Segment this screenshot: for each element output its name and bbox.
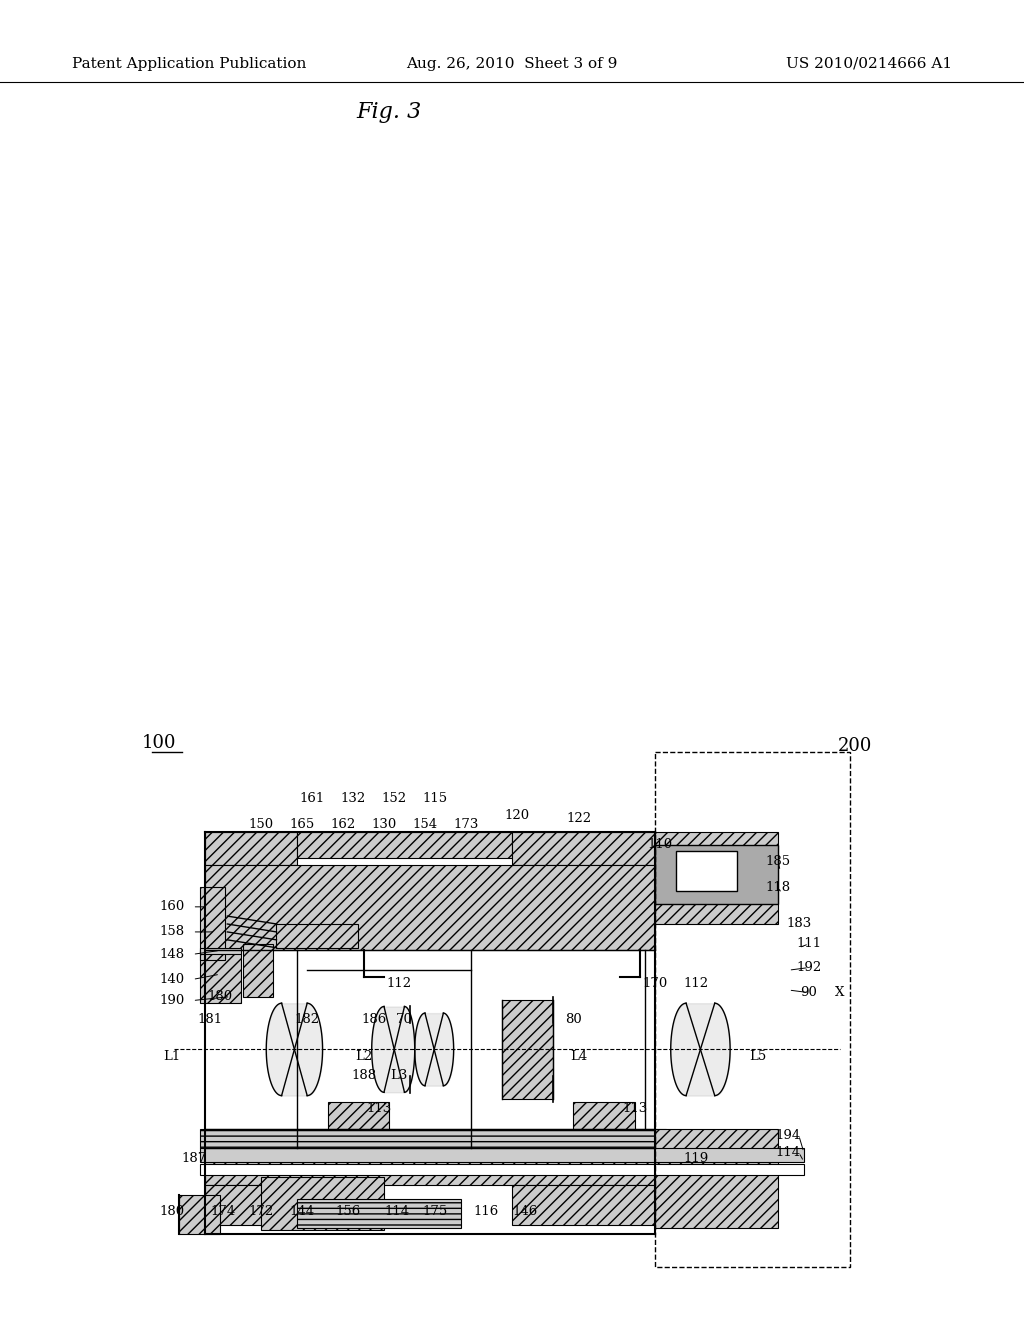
Text: 120: 120 <box>505 809 529 822</box>
Text: 175: 175 <box>423 1205 447 1218</box>
Text: 115: 115 <box>423 792 447 805</box>
Text: L1: L1 <box>164 1049 180 1063</box>
Text: 182: 182 <box>295 1012 319 1026</box>
Text: 113: 113 <box>623 1102 647 1115</box>
Text: 187: 187 <box>182 1152 207 1166</box>
Text: 158: 158 <box>160 925 184 939</box>
Text: 114: 114 <box>385 1205 410 1218</box>
Bar <box>205 832 297 865</box>
Text: L3: L3 <box>391 1069 408 1082</box>
Text: L2: L2 <box>355 1049 372 1063</box>
Text: 190: 190 <box>160 994 184 1007</box>
Text: 111: 111 <box>797 937 821 950</box>
Text: 186: 186 <box>361 1012 386 1026</box>
Text: 200: 200 <box>838 737 872 755</box>
Text: 174: 174 <box>211 1205 236 1218</box>
Text: 152: 152 <box>382 792 407 805</box>
Text: 156: 156 <box>336 1205 360 1218</box>
Text: 80: 80 <box>565 1012 582 1026</box>
Text: 118: 118 <box>766 880 791 894</box>
Bar <box>276 924 358 948</box>
Text: L5: L5 <box>750 1049 766 1063</box>
Bar <box>200 948 241 954</box>
Text: 112: 112 <box>387 977 412 990</box>
Text: 130: 130 <box>372 818 396 832</box>
Text: 180: 180 <box>208 990 232 1003</box>
Text: Aug. 26, 2010  Sheet 3 of 9: Aug. 26, 2010 Sheet 3 of 9 <box>407 57 617 71</box>
Text: 148: 148 <box>160 948 184 961</box>
Bar <box>200 1129 666 1148</box>
Bar <box>573 1102 635 1129</box>
Bar <box>512 832 655 865</box>
Bar <box>655 832 778 924</box>
Text: 112: 112 <box>684 977 709 990</box>
Text: 180: 180 <box>160 1205 184 1218</box>
Text: 173: 173 <box>454 818 478 832</box>
Text: L4: L4 <box>570 1049 587 1063</box>
Text: 110: 110 <box>648 838 673 851</box>
Text: 154: 154 <box>413 818 437 832</box>
Bar <box>297 1199 461 1228</box>
Bar <box>179 1195 220 1234</box>
Bar <box>243 944 273 997</box>
Text: 160: 160 <box>160 900 184 913</box>
Text: 122: 122 <box>566 812 591 825</box>
Text: 188: 188 <box>351 1069 376 1082</box>
Bar <box>200 887 225 960</box>
Text: 183: 183 <box>786 917 811 931</box>
Bar <box>512 1185 655 1225</box>
Text: 113: 113 <box>367 1102 391 1115</box>
Text: 172: 172 <box>249 1205 273 1218</box>
Text: 150: 150 <box>249 818 273 832</box>
Bar <box>655 1129 778 1228</box>
Bar <box>297 832 512 858</box>
Text: 185: 185 <box>766 855 791 869</box>
Bar <box>200 1148 804 1162</box>
Text: 162: 162 <box>331 818 355 832</box>
Bar <box>200 950 241 1003</box>
Text: 194: 194 <box>776 1129 801 1142</box>
Text: 114: 114 <box>776 1146 801 1159</box>
Bar <box>328 1102 389 1129</box>
Text: 181: 181 <box>198 1012 222 1026</box>
Text: 70: 70 <box>396 1012 413 1026</box>
Text: US 2010/0214666 A1: US 2010/0214666 A1 <box>786 57 952 71</box>
Text: 161: 161 <box>300 792 325 805</box>
Text: Patent Application Publication: Patent Application Publication <box>72 57 306 71</box>
Bar <box>205 1146 655 1185</box>
Text: 140: 140 <box>160 973 184 986</box>
Text: 119: 119 <box>684 1152 709 1166</box>
Text: 100: 100 <box>141 734 176 752</box>
Text: Fig. 3: Fig. 3 <box>356 102 422 123</box>
Text: 144: 144 <box>290 1205 314 1218</box>
Text: 146: 146 <box>513 1205 538 1218</box>
Text: X: X <box>835 986 845 999</box>
Bar <box>205 865 655 950</box>
Text: 165: 165 <box>290 818 314 832</box>
Bar <box>200 1164 804 1175</box>
Bar <box>502 1001 553 1098</box>
Bar <box>655 845 778 904</box>
Text: 192: 192 <box>797 961 821 974</box>
Bar <box>261 1177 384 1230</box>
Bar <box>676 851 737 891</box>
Text: 116: 116 <box>474 1205 499 1218</box>
Text: 170: 170 <box>643 977 668 990</box>
Text: 132: 132 <box>341 792 366 805</box>
Text: 90: 90 <box>801 986 817 999</box>
Bar <box>205 1185 287 1225</box>
Bar <box>655 752 850 1267</box>
